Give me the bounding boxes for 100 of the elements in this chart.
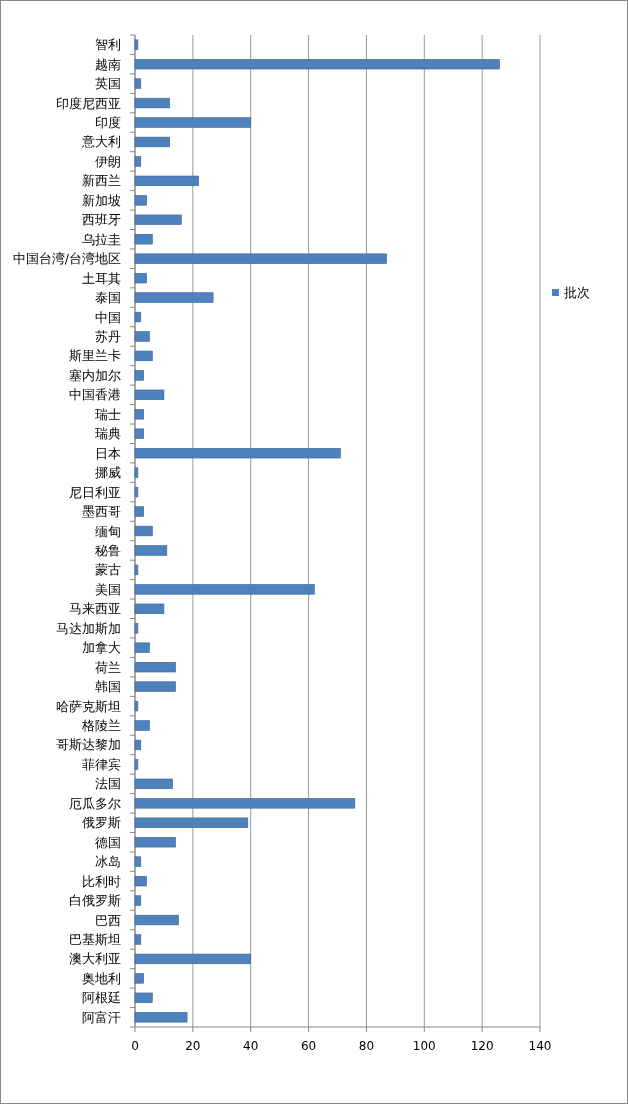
bar [134, 992, 153, 1003]
bar [134, 700, 139, 712]
bar [134, 389, 165, 401]
y-tick-label: 土耳其 [82, 270, 121, 286]
bar [134, 973, 144, 984]
bar [134, 739, 142, 751]
y-tick-label: 智利 [95, 37, 121, 53]
x-tick-label: 80 [358, 1039, 375, 1053]
y-tick-label: 荷兰 [95, 659, 121, 675]
bar [134, 234, 153, 245]
bar [134, 1012, 188, 1023]
x-tick-label: 100 [412, 1039, 436, 1053]
bar [134, 292, 214, 303]
y-tick-label: 马来西亚 [69, 601, 121, 617]
bar [134, 467, 139, 478]
bar [134, 117, 252, 128]
y-tick-label: 俄罗斯 [82, 815, 121, 831]
y-tick-label: 墨西哥 [82, 504, 121, 520]
y-tick-label: 英国 [95, 76, 121, 92]
bar [134, 914, 179, 926]
bar [134, 506, 144, 517]
bar [134, 720, 150, 731]
y-tick-label: 缅甸 [95, 523, 121, 539]
bar [134, 817, 249, 828]
y-tick-label: 马达加斯加 [56, 620, 121, 636]
bar [134, 350, 153, 362]
y-tick-label: 哈萨克斯坦 [56, 698, 121, 714]
y-tick-label: 乌拉圭 [82, 231, 121, 247]
bar [134, 778, 173, 790]
y-tick-label: 印度 [95, 115, 121, 131]
x-tick-label: 20 [185, 1039, 201, 1053]
bar [134, 837, 176, 848]
y-tick-label: 加拿大 [82, 640, 121, 656]
bar [134, 681, 176, 692]
bar [134, 39, 139, 50]
y-tick-label: 挪威 [95, 465, 121, 481]
bar [134, 584, 315, 595]
y-tick-label: 哥斯达黎加 [56, 737, 121, 753]
bar [134, 59, 500, 70]
y-tick-label: 中国香港 [69, 387, 121, 403]
bar [134, 798, 356, 809]
y-tick-label: 塞内加尔 [69, 367, 121, 383]
y-tick-label: 蒙古 [95, 562, 121, 578]
bar [134, 934, 142, 945]
bar [134, 486, 139, 498]
y-tick-label: 新西兰 [82, 173, 121, 189]
y-tick-label: 美国 [95, 581, 121, 597]
y-tick-label: 西班牙 [82, 212, 121, 228]
y-tick-label: 中国 [95, 309, 121, 325]
y-tick-label: 泰国 [95, 290, 121, 306]
bar [134, 195, 147, 206]
y-tick-label: 新加坡 [82, 192, 121, 208]
bar [134, 953, 252, 965]
x-tick-label: 0 [131, 1039, 139, 1053]
y-tick-label: 秘鲁 [95, 542, 121, 558]
bar [134, 409, 144, 420]
bar [134, 428, 144, 439]
bar [134, 564, 139, 576]
bar [134, 448, 341, 459]
y-tick-label: 德国 [95, 834, 121, 850]
bar [134, 623, 139, 634]
bar [134, 156, 142, 167]
bar [134, 603, 165, 614]
bar [134, 895, 142, 906]
y-tick-label: 奥地利 [82, 970, 121, 986]
bar [134, 875, 147, 887]
bar [134, 370, 144, 381]
y-tick-label: 阿富汗 [82, 1009, 121, 1025]
bar [134, 759, 139, 770]
y-tick-label: 澳大利亚 [69, 951, 121, 967]
y-tick-label: 中国台湾/台湾地区 [12, 251, 121, 267]
y-tick-label: 苏丹 [95, 328, 121, 344]
y-tick-label: 阿根廷 [82, 990, 121, 1006]
bar [134, 175, 199, 187]
bar [134, 214, 182, 225]
bar [134, 97, 171, 109]
x-tick-label: 40 [243, 1039, 259, 1053]
bar [134, 136, 171, 148]
y-tick-label: 印度尼西亚 [56, 95, 121, 111]
bar [134, 856, 142, 867]
bar [134, 272, 147, 284]
legend-label: 批次 [564, 285, 590, 300]
y-tick-label: 巴西 [95, 912, 121, 928]
x-tick-label: 120 [470, 1039, 494, 1053]
y-tick-label: 格陵兰 [81, 718, 121, 734]
y-tick-label: 瑞士 [95, 406, 121, 422]
bar [134, 78, 142, 89]
y-tick-label: 越南 [95, 56, 121, 72]
bar [134, 642, 150, 653]
x-tick-label: 60 [300, 1039, 317, 1053]
bar [134, 661, 176, 673]
bar [134, 253, 387, 264]
y-tick-label: 菲律宾 [82, 756, 121, 772]
y-tick-label: 白俄罗斯 [69, 893, 121, 909]
y-tick-label: 韩国 [95, 679, 121, 695]
y-tick-label: 厄瓜多尔 [69, 795, 121, 811]
y-tick-label: 法国 [95, 776, 121, 792]
y-tick-label: 伊朗 [95, 153, 121, 169]
y-tick-label: 瑞典 [95, 426, 121, 442]
y-tick-label: 日本 [95, 445, 121, 461]
